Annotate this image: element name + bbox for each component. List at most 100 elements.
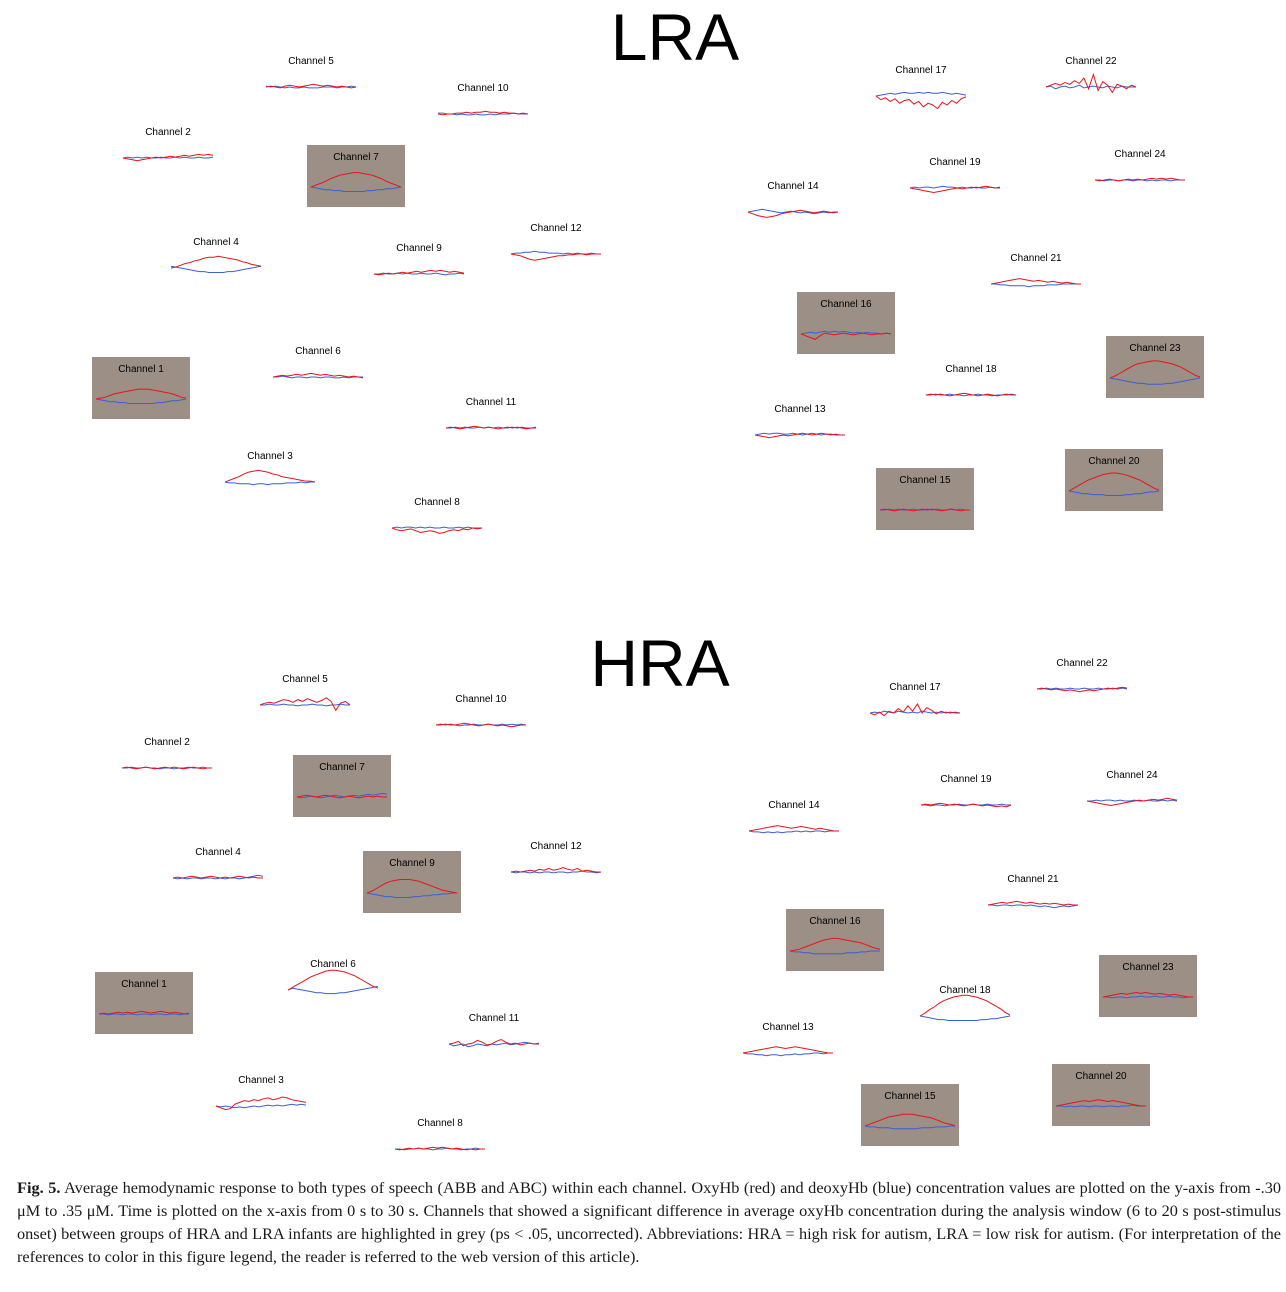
channel-label: Channel 10: [455, 694, 507, 705]
panel-title: HRA: [590, 626, 729, 700]
channel-label: Channel 6: [295, 346, 341, 357]
oxyhb-trace: [95, 388, 187, 400]
channel-plot: Channel 20: [1052, 1064, 1150, 1126]
channel-plot: Channel 22: [1045, 56, 1137, 94]
oxyhb-trace: [920, 802, 1012, 808]
deoxyhb-trace: [919, 1015, 1011, 1021]
oxyhb-trace: [1109, 360, 1201, 379]
channel-plot: Channel 20: [1065, 449, 1163, 511]
deoxyhb-trace: [1103, 995, 1193, 999]
oxyhb-trace: [310, 172, 402, 188]
channel-plot: Channel 24: [1086, 770, 1178, 807]
channel-plot: Channel 23: [1106, 336, 1204, 398]
channel-plot: Channel 15: [861, 1084, 959, 1146]
deoxyhb-trace: [215, 1103, 307, 1109]
channel-plot: Channel 11: [448, 1013, 540, 1048]
oxyhb-trace: [510, 253, 601, 261]
channel-label: Channel 1: [118, 364, 164, 375]
oxyhb-trace: [990, 278, 1081, 285]
deoxyhb-trace: [448, 1041, 540, 1048]
oxyhb-trace: [879, 508, 970, 512]
channel-plot: Channel 17: [875, 65, 967, 110]
deoxyhb-trace: [287, 985, 379, 995]
panel-title: LRA: [611, 0, 739, 74]
channel-label: Channel 12: [530, 223, 582, 234]
oxyhb-trace: [122, 153, 214, 162]
channel-label: Channel 3: [247, 451, 293, 462]
channel-plot: Channel 4: [170, 237, 262, 273]
significance-highlight: [92, 357, 190, 419]
oxyhb-trace: [510, 866, 601, 873]
channel-plot: Channel 19: [909, 157, 1001, 194]
deoxyhb-trace: [754, 432, 845, 436]
oxyhb-trace: [391, 527, 483, 534]
oxyhb-trace: [287, 969, 379, 991]
oxyhb-trace: [448, 1038, 539, 1047]
panel-lra: LRA Channel 5 Channel 10 Channel 2 Channel 7…: [92, 0, 1204, 534]
oxyhb-trace: [742, 1046, 833, 1054]
deoxyhb-trace: [374, 272, 465, 276]
channel-label: Channel 17: [895, 65, 947, 76]
oxyhb-trace: [437, 110, 529, 116]
channel-label: Channel 21: [1010, 253, 1062, 264]
channel-plot: Channel 3: [215, 1075, 307, 1111]
channel-label: Channel 1: [121, 979, 167, 990]
deoxyhb-trace: [800, 330, 892, 335]
channel-label: Channel 24: [1114, 149, 1166, 160]
significance-highlight: [861, 1084, 959, 1146]
channel-plot: Channel 12: [510, 223, 601, 261]
deoxyhb-trace: [1068, 490, 1160, 496]
oxyhb-trace: [259, 697, 351, 712]
oxyhb-trace: [1068, 472, 1160, 492]
oxyhb-trace: [435, 722, 526, 728]
deoxyhb-trace: [988, 904, 1079, 909]
channel-plot: Channel 16: [786, 909, 884, 971]
deoxyhb-trace: [1095, 179, 1185, 182]
channel-plot: Channel 7: [307, 145, 405, 207]
deoxyhb-trace: [864, 1125, 955, 1130]
oxyhb-trace: [170, 255, 262, 269]
oxyhb-trace: [215, 1096, 307, 1111]
significance-highlight: [95, 972, 193, 1034]
oxyhb-trace: [366, 879, 458, 894]
channel-label: Channel 16: [820, 299, 872, 310]
deoxyhb-trace: [95, 398, 187, 404]
caption-text: Average hemodynamic response to both typ…: [17, 1178, 1281, 1266]
channel-plot: Channel 6: [287, 959, 379, 995]
channel-plot: Channel 2: [122, 127, 214, 162]
oxyhb-trace: [445, 425, 536, 430]
channel-label: Channel 20: [1075, 1071, 1127, 1082]
deoxyhb-trace: [1087, 799, 1178, 802]
channel-label: Channel 5: [282, 674, 328, 685]
channel-label: Channel 5: [288, 56, 334, 67]
oxyhb-trace: [121, 766, 212, 770]
channel-plot: Channel 4: [172, 847, 264, 880]
deoxyhb-trace: [1056, 1104, 1146, 1108]
deoxyhb-trace: [748, 830, 839, 834]
deoxyhb-trace: [1037, 687, 1128, 690]
oxyhb-trace: [748, 825, 839, 832]
channel-label: Channel 21: [1007, 874, 1059, 885]
channel-label: Channel 14: [768, 800, 820, 811]
channel-label: Channel 8: [414, 497, 460, 508]
channel-label: Channel 7: [319, 762, 365, 773]
channel-plot: Channel 12: [510, 841, 602, 874]
channel-plot: Channel 19: [920, 774, 1012, 808]
channel-plot: Channel 3: [224, 451, 316, 486]
oxyhb-trace: [864, 1113, 956, 1127]
channel-plot: Channel 5: [259, 674, 351, 712]
deoxyhb-trace: [742, 1052, 833, 1057]
significance-highlight: [1052, 1064, 1150, 1126]
deoxyhb-trace: [1045, 84, 1136, 90]
channel-plot: Channel 11: [445, 397, 537, 430]
channel-label: Channel 15: [899, 475, 951, 486]
channel-label: Channel 4: [193, 237, 239, 248]
channel-label: Channel 7: [333, 152, 379, 163]
oxyhb-trace: [875, 95, 967, 110]
caption-label: Fig. 5.: [17, 1178, 61, 1197]
oxyhb-trace: [394, 1146, 485, 1151]
channel-label: Channel 16: [809, 916, 861, 927]
deoxyhb-trace: [260, 703, 350, 707]
oxyhb-trace: [919, 994, 1011, 1017]
significance-highlight: [307, 145, 405, 207]
